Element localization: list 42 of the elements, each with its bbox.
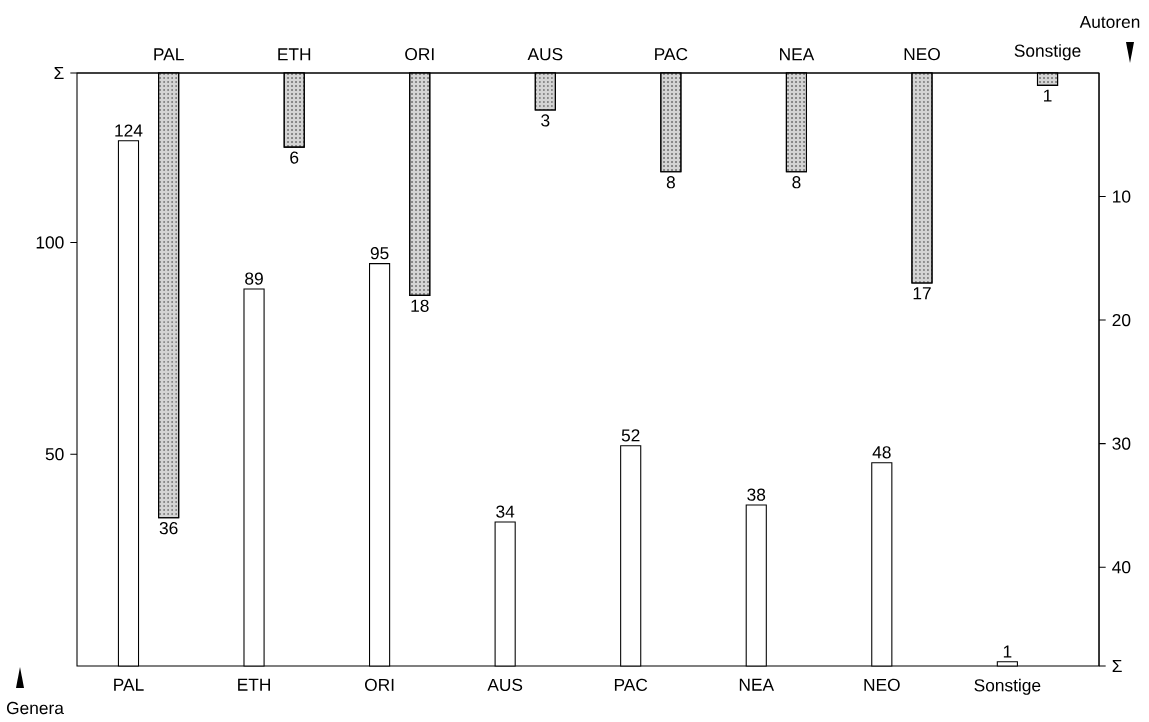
x-tick-label: NEO xyxy=(864,678,900,691)
data-label: 52 xyxy=(621,429,640,442)
data-label: 124 xyxy=(115,124,143,137)
data-label: 6 xyxy=(290,151,299,164)
category-label: ETH xyxy=(278,48,311,61)
x-tick-label: AUS xyxy=(487,678,523,691)
y2-tick-label: 10 xyxy=(1113,190,1131,203)
category-label: AUS xyxy=(527,48,563,61)
x-tick-label: ETH xyxy=(238,678,270,691)
y2-axis-title: Autoren xyxy=(1079,15,1140,29)
data-label: 48 xyxy=(872,446,891,459)
category-label: ORI xyxy=(405,48,434,61)
category-label: NEO xyxy=(904,48,940,61)
data-label: 89 xyxy=(245,272,263,285)
data-label: 8 xyxy=(792,176,801,189)
y-axis-title: Genera xyxy=(6,701,64,715)
data-label: 1 xyxy=(1003,645,1012,658)
data-label: 95 xyxy=(370,247,389,260)
data-label: 3 xyxy=(541,114,550,127)
y2-tick-label: 20 xyxy=(1112,313,1131,327)
data-label: 18 xyxy=(411,299,429,312)
y-tick-label: 50 xyxy=(45,448,64,461)
data-label: 8 xyxy=(666,176,675,189)
y2-tick-label: 30 xyxy=(1112,437,1131,450)
category-label: PAL xyxy=(154,48,184,61)
data-label: 17 xyxy=(913,287,931,300)
category-label: PAC xyxy=(655,48,688,61)
x-tick-label: PAL xyxy=(114,678,144,691)
y-tick-label: 100 xyxy=(36,236,64,249)
y-tick-label: Σ xyxy=(54,67,64,79)
x-tick-label: Sonstige xyxy=(974,678,1041,695)
data-label: 36 xyxy=(159,522,178,535)
x-tick-label: ORI xyxy=(365,678,394,691)
category-label: Sonstige xyxy=(1014,44,1081,61)
category-label: NEA xyxy=(780,48,815,61)
data-label: 34 xyxy=(496,505,515,518)
x-tick-label: PAC xyxy=(614,678,648,691)
y2-tick-label: Σ xyxy=(1112,660,1122,672)
data-label: 38 xyxy=(747,488,766,501)
x-tick-label: NEA xyxy=(739,678,775,691)
y2-tick-label: 40 xyxy=(1112,561,1131,574)
data-label: 1 xyxy=(1044,89,1052,102)
